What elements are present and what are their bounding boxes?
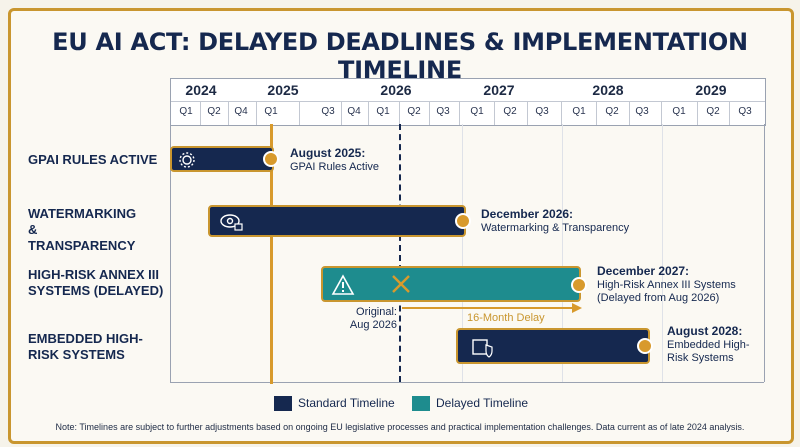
- row-label: HIGH-RISK ANNEX III SYSTEMS (DELAYED): [28, 267, 164, 298]
- annotation-title: August 2028:: [667, 324, 743, 338]
- legend-swatch-delayed: [412, 396, 430, 411]
- annotation-title: August 2025:: [290, 146, 366, 160]
- grid-line: [170, 124, 171, 382]
- year-label: 2026: [380, 82, 412, 98]
- grid-line: [462, 124, 463, 382]
- grid-baseline: [170, 382, 764, 383]
- eye-lock-icon: [220, 214, 243, 231]
- annotation-title: December 2026:: [481, 207, 574, 221]
- quarter-label: Q2: [605, 106, 619, 117]
- grid-line: [662, 124, 663, 382]
- quarter-label: Q1: [179, 106, 193, 117]
- delay-label: 16-Month Delay: [467, 312, 545, 324]
- milestone-dot: [263, 151, 279, 167]
- quarter-label: Q3: [635, 106, 649, 117]
- annotation-text: Watermarking & Transparency: [481, 222, 630, 234]
- legend-label-delayed: Delayed Timeline: [436, 396, 529, 410]
- milestone-annotation: August 2025: GPAI Rules Active: [290, 147, 379, 174]
- timeline-header: 2024 2025 2026 2027 2028 2029 Q1 Q2 Q4 Q…: [170, 78, 766, 126]
- year-label: 2027: [483, 82, 515, 98]
- aug-2025-marker-line: [270, 124, 273, 384]
- annotation-text: GPAI Rules Active: [290, 161, 380, 173]
- quarter-label: Q1: [672, 106, 686, 117]
- quarter-label: Q1: [572, 106, 586, 117]
- quarter-label: Q4: [347, 106, 361, 117]
- warning-icon: [331, 274, 355, 295]
- milestone-dot: [637, 338, 653, 354]
- milestone-annotation: December 2027: High-Risk Annex III Syste…: [597, 265, 757, 305]
- chip-shield-icon: [472, 339, 493, 358]
- annotation-text: High-Risk Annex III Systems (Delayed fro…: [597, 279, 736, 304]
- cross-mark-icon: [392, 275, 410, 293]
- gear-icon: [179, 152, 195, 168]
- year-label: 2025: [267, 82, 299, 98]
- quarter-label: Q2: [407, 106, 421, 117]
- legend-swatch-standard: [274, 396, 292, 411]
- page-title: EU AI ACT: DELAYED DEADLINES & IMPLEMENT…: [52, 28, 748, 84]
- year-label: 2028: [592, 82, 624, 98]
- row-label: GPAI RULES ACTIVE: [28, 152, 158, 167]
- year-label: 2024: [185, 82, 217, 98]
- legend-label-standard: Standard Timeline: [298, 396, 395, 410]
- year-label: 2029: [695, 82, 727, 98]
- annotation-title: December 2027:: [597, 264, 690, 278]
- milestone-dot: [571, 277, 587, 293]
- quarter-label: Q2: [706, 106, 720, 117]
- delay-arrow: [402, 303, 582, 313]
- quarter-label: Q3: [436, 106, 450, 117]
- embedded-bar: [456, 328, 650, 364]
- row-label: EMBEDDED HIGH-RISK SYSTEMS: [28, 331, 143, 362]
- original-deadline-note: Original: Aug 2026: [349, 306, 397, 331]
- original-deadline-line: [399, 124, 401, 382]
- quarter-label: Q1: [264, 106, 278, 117]
- quarter-label: Q1: [470, 106, 484, 117]
- quarter-label: Q2: [207, 106, 221, 117]
- quarter-label: Q1: [376, 106, 390, 117]
- row-label: WATERMARKING & TRANSPARENCY: [28, 206, 137, 253]
- quarter-label: Q2: [503, 106, 517, 117]
- milestone-dot: [455, 213, 471, 229]
- quarter-label: Q3: [535, 106, 549, 117]
- quarter-label: Q3: [321, 106, 335, 117]
- gpai-bar: [170, 146, 274, 172]
- quarter-label: Q3: [738, 106, 752, 117]
- milestone-annotation: December 2026: Watermarking & Transparen…: [481, 208, 629, 235]
- watermarking-bar: [208, 205, 466, 237]
- milestone-annotation: August 2028: Embedded High-Risk Systems: [667, 325, 757, 365]
- footnote: Note: Timelines are subject to further a…: [55, 422, 745, 432]
- grid-line: [764, 124, 765, 382]
- grid-line: [562, 124, 563, 382]
- quarter-label: Q4: [234, 106, 248, 117]
- high-risk-delayed-bar: [321, 266, 581, 302]
- header-divider: [171, 101, 765, 102]
- annotation-text: Embedded High-Risk Systems: [667, 339, 750, 364]
